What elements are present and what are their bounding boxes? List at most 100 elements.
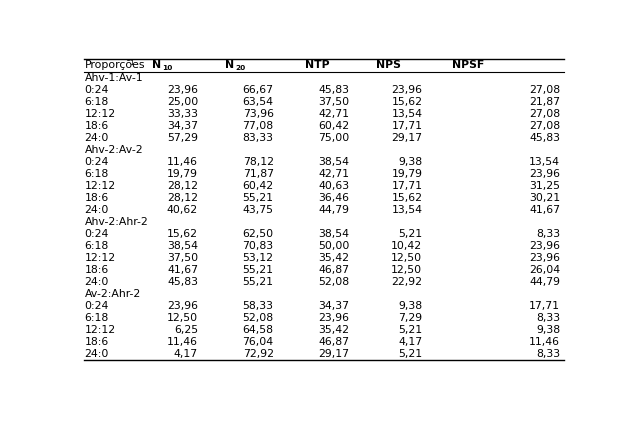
Text: 20: 20 — [236, 65, 246, 71]
Text: 12:12: 12:12 — [84, 253, 116, 263]
Text: 0:24: 0:24 — [84, 157, 109, 167]
Text: 10,42: 10,42 — [391, 241, 422, 251]
Text: 18:6: 18:6 — [84, 121, 109, 131]
Text: 8,33: 8,33 — [536, 313, 560, 323]
Text: 15,62: 15,62 — [391, 193, 422, 203]
Text: 29,17: 29,17 — [318, 349, 349, 359]
Text: 12:12: 12:12 — [84, 181, 116, 191]
Text: 38,54: 38,54 — [167, 241, 198, 251]
Text: 60,42: 60,42 — [243, 181, 274, 191]
Text: 66,67: 66,67 — [243, 85, 274, 95]
Text: NTP: NTP — [305, 60, 330, 71]
Text: 40,62: 40,62 — [167, 205, 198, 215]
Text: 41,67: 41,67 — [529, 205, 560, 215]
Text: 13,54: 13,54 — [529, 157, 560, 167]
Text: 43,75: 43,75 — [243, 205, 274, 215]
Text: 6:18: 6:18 — [84, 313, 109, 323]
Text: 12,50: 12,50 — [391, 253, 422, 263]
Text: 77,08: 77,08 — [243, 121, 274, 131]
Text: 35,42: 35,42 — [318, 325, 349, 335]
Text: 15,62: 15,62 — [167, 229, 198, 239]
Text: 58,33: 58,33 — [243, 301, 274, 311]
Text: 12,50: 12,50 — [167, 313, 198, 323]
Text: 73,96: 73,96 — [243, 109, 274, 119]
Text: 7,29: 7,29 — [398, 313, 422, 323]
Text: 70,83: 70,83 — [243, 241, 274, 251]
Text: 44,79: 44,79 — [318, 205, 349, 215]
Text: 38,54: 38,54 — [318, 229, 349, 239]
Text: 5,21: 5,21 — [398, 229, 422, 239]
Text: 45,83: 45,83 — [167, 277, 198, 287]
Text: 18:6: 18:6 — [84, 337, 109, 347]
Text: 18:6: 18:6 — [84, 265, 109, 275]
Text: 21,87: 21,87 — [529, 97, 560, 107]
Text: 53,12: 53,12 — [243, 253, 274, 263]
Text: 28,12: 28,12 — [167, 181, 198, 191]
Text: 6:18: 6:18 — [84, 97, 109, 107]
Text: 9,38: 9,38 — [398, 301, 422, 311]
Text: 30,21: 30,21 — [529, 193, 560, 203]
Text: 6:18: 6:18 — [84, 169, 109, 179]
Text: 15,62: 15,62 — [391, 97, 422, 107]
Text: 23,96: 23,96 — [391, 85, 422, 95]
Text: 24:0: 24:0 — [84, 277, 109, 287]
Text: N: N — [225, 60, 235, 71]
Text: 55,21: 55,21 — [243, 265, 274, 275]
Text: 27,08: 27,08 — [529, 121, 560, 131]
Text: 38,54: 38,54 — [318, 157, 349, 167]
Text: 8,33: 8,33 — [536, 349, 560, 359]
Text: N: N — [152, 60, 162, 71]
Text: 4,17: 4,17 — [398, 337, 422, 347]
Text: 9,38: 9,38 — [398, 157, 422, 167]
Text: 19,79: 19,79 — [391, 169, 422, 179]
Text: 26,04: 26,04 — [529, 265, 560, 275]
Text: 23,96: 23,96 — [529, 169, 560, 179]
Text: 17,71: 17,71 — [391, 121, 422, 131]
Text: 63,54: 63,54 — [243, 97, 274, 107]
Text: 23,96: 23,96 — [167, 301, 198, 311]
Text: 24:0: 24:0 — [84, 133, 109, 143]
Text: 78,12: 78,12 — [243, 157, 274, 167]
Text: 1: 1 — [129, 60, 133, 66]
Text: 52,08: 52,08 — [318, 277, 349, 287]
Text: 34,37: 34,37 — [167, 121, 198, 131]
Text: 27,08: 27,08 — [529, 109, 560, 119]
Text: 27,08: 27,08 — [529, 85, 560, 95]
Text: 5,21: 5,21 — [398, 325, 422, 335]
Text: 44,79: 44,79 — [529, 277, 560, 287]
Text: 45,83: 45,83 — [529, 133, 560, 143]
Text: 75,00: 75,00 — [318, 133, 349, 143]
Text: 4,17: 4,17 — [174, 349, 198, 359]
Text: 64,58: 64,58 — [243, 325, 274, 335]
Text: Av-2:Ahr-2: Av-2:Ahr-2 — [84, 289, 141, 299]
Text: 22,92: 22,92 — [391, 277, 422, 287]
Text: NPS: NPS — [376, 60, 401, 71]
Text: 52,08: 52,08 — [243, 313, 274, 323]
Text: 23,96: 23,96 — [529, 241, 560, 251]
Text: 12:12: 12:12 — [84, 325, 116, 335]
Text: 55,21: 55,21 — [243, 193, 274, 203]
Text: 8,33: 8,33 — [536, 229, 560, 239]
Text: 13,54: 13,54 — [391, 205, 422, 215]
Text: 17,71: 17,71 — [391, 181, 422, 191]
Text: 37,50: 37,50 — [318, 97, 349, 107]
Text: 12:12: 12:12 — [84, 109, 116, 119]
Text: 0:24: 0:24 — [84, 229, 109, 239]
Text: 10: 10 — [162, 65, 173, 71]
Text: 72,92: 72,92 — [243, 349, 274, 359]
Text: Ahv-2:Av-2: Ahv-2:Av-2 — [84, 145, 143, 155]
Text: 6,25: 6,25 — [174, 325, 198, 335]
Text: Proporções: Proporções — [84, 60, 145, 71]
Text: 83,33: 83,33 — [243, 133, 274, 143]
Text: 23,96: 23,96 — [318, 313, 349, 323]
Text: NPSF: NPSF — [452, 60, 485, 71]
Text: 24:0: 24:0 — [84, 349, 109, 359]
Text: 57,29: 57,29 — [167, 133, 198, 143]
Text: 55,21: 55,21 — [243, 277, 274, 287]
Text: 76,04: 76,04 — [243, 337, 274, 347]
Text: 19,79: 19,79 — [167, 169, 198, 179]
Text: 28,12: 28,12 — [167, 193, 198, 203]
Text: 6:18: 6:18 — [84, 241, 109, 251]
Text: 0:24: 0:24 — [84, 85, 109, 95]
Text: 46,87: 46,87 — [318, 337, 349, 347]
